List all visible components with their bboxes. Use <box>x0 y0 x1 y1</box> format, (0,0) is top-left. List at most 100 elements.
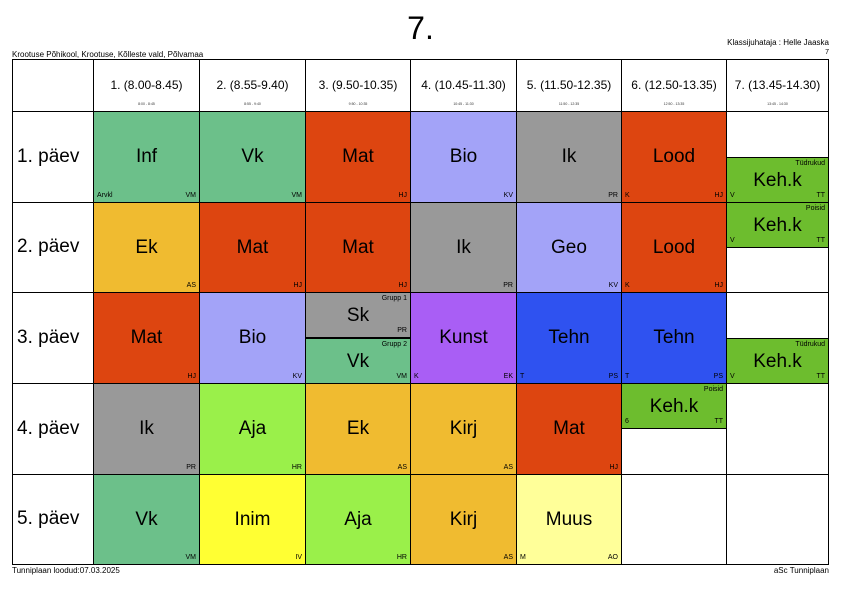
lesson-cell[interactable]: Sk PR Grupp 1 <box>306 293 410 338</box>
lesson-teacher: KV <box>292 373 302 380</box>
day-label: 1. päev <box>17 145 80 167</box>
lesson-subject: Ek <box>135 236 158 258</box>
lesson-teacher: HJ <box>609 464 618 471</box>
lesson-teacher: PS <box>713 373 723 380</box>
lesson-cell[interactable]: Tehn PS T <box>517 293 621 383</box>
lesson-cell[interactable]: Ek AS <box>306 384 410 474</box>
lesson-group: Grupp 2 <box>381 341 407 348</box>
lesson-subject: Muus <box>545 508 593 530</box>
lesson-cell[interactable]: Keh.k TT V Poisid <box>727 203 828 248</box>
day-label: 5. päev <box>17 508 80 529</box>
lesson-cell[interactable]: Bio KV <box>200 293 305 383</box>
lesson-cell[interactable]: Muus AO M <box>517 475 621 564</box>
lesson-room: K <box>414 373 419 380</box>
lesson-subject: Mat <box>553 418 585 439</box>
period-label: 4. (10.45-11.30) <box>421 78 506 92</box>
grid-row-divider <box>13 111 828 112</box>
lesson-cell[interactable]: Lood HJ K <box>622 203 726 292</box>
lesson-cell[interactable]: Kirj AS <box>411 384 516 474</box>
lesson-cell[interactable]: Ek AS <box>94 203 199 292</box>
period-header: 6. (12.50-13.35) 12:50 - 13:35 <box>622 60 726 111</box>
period-label: 1. (8.00-8.45) <box>110 78 183 92</box>
lesson-room: T <box>520 373 525 380</box>
period-time: 13:45 - 14:30 <box>767 102 788 106</box>
school-name: Krootuse Põhikool, Krootuse, Kõlleste va… <box>12 50 204 59</box>
lesson-cell[interactable]: Vk VM <box>200 112 305 202</box>
lesson-subject: Ik <box>456 236 471 258</box>
lesson-cell[interactable]: Aja HR <box>306 475 410 564</box>
lesson-teacher: TT <box>816 192 825 199</box>
lesson-teacher: VM <box>185 192 197 199</box>
lesson-cell[interactable]: Geo KV <box>517 203 621 292</box>
lesson-room: Arvkl <box>97 192 113 199</box>
grid-col-divider <box>621 60 622 564</box>
grid-col-divider <box>199 60 200 564</box>
lesson-teacher: PS <box>608 373 618 380</box>
period-header: 5. (11.50-12.35) 11:50 - 12:35 <box>517 60 621 111</box>
lesson-subject: Aja <box>238 418 267 439</box>
lesson-teacher: HJ <box>714 192 723 199</box>
lesson-teacher: HR <box>396 554 407 561</box>
lesson-cell[interactable]: Kirj AS <box>411 475 516 564</box>
lesson-subject: Tehn <box>548 327 590 348</box>
lesson-cell[interactable]: Mat HJ <box>517 384 621 474</box>
period-label: 7. (13.45-14.30) <box>734 78 821 92</box>
lesson-teacher: VM <box>291 192 303 199</box>
lesson-cell[interactable]: Vk VM <box>94 475 199 564</box>
period-time: 12:50 - 13:35 <box>663 102 685 106</box>
lesson-teacher: IV <box>295 554 302 561</box>
lesson-teacher: VM <box>396 373 408 380</box>
lesson-cell[interactable]: Ik PR <box>517 112 621 202</box>
lesson-teacher: PR <box>608 192 618 199</box>
lesson-teacher: HJ <box>293 282 302 289</box>
lesson-cell[interactable]: Bio KV <box>411 112 516 202</box>
grid-row-divider <box>13 202 828 203</box>
grid-col-divider <box>726 60 727 564</box>
lesson-cell[interactable]: Mat HJ <box>306 112 410 202</box>
lesson-cell[interactable]: Mat HJ <box>94 293 199 383</box>
day-label: 3. päev <box>17 326 80 348</box>
grid-col-divider <box>305 60 306 564</box>
lesson-subject: Ek <box>346 418 370 439</box>
timetable-grid: 1. (8.00-8.45) 8:00 - 8:45 2. (8.55-9.40) 8… <box>12 59 829 565</box>
lesson-cell[interactable]: Aja HR <box>200 384 305 474</box>
lesson-cell[interactable]: Ik PR <box>94 384 199 474</box>
lesson-room: K <box>625 192 630 199</box>
lesson-subject: Bio <box>449 146 478 167</box>
lesson-cell[interactable]: Mat HJ <box>200 203 305 292</box>
created-date: Tunniplaan loodud:07.03.2025 <box>12 566 120 575</box>
lesson-cell[interactable]: Keh.k TT V Tüdrukud <box>727 338 828 383</box>
lesson-subject: Mat <box>342 236 374 258</box>
period-header: 1. (8.00-8.45) 8:00 - 8:45 <box>94 60 199 111</box>
lesson-subject: Ik <box>139 418 154 439</box>
lesson-cell[interactable]: Inf VM Arvkl <box>94 112 199 202</box>
period-header: 7. (13.45-14.30) 13:45 - 14:30 <box>727 60 828 111</box>
lesson-cell[interactable]: Ik PR <box>411 203 516 292</box>
lesson-cell[interactable]: Kunst EK K <box>411 293 516 383</box>
lesson-room: V <box>730 237 735 244</box>
lesson-subject: Lood <box>652 236 696 258</box>
lesson-room: M <box>520 554 526 561</box>
lesson-teacher: AS <box>397 464 407 471</box>
lesson-subject: Vk <box>346 350 370 372</box>
lesson-subject: Mat <box>342 146 374 167</box>
lesson-teacher: EK <box>503 373 513 380</box>
lesson-teacher: HJ <box>714 282 723 289</box>
lesson-subject: Mat <box>236 236 269 258</box>
lesson-cell[interactable]: Tehn PS T <box>622 293 726 383</box>
lesson-subject: Aja <box>344 508 372 530</box>
period-time: 8:00 - 8:45 <box>138 102 155 106</box>
lesson-teacher: AS <box>503 554 513 561</box>
period-time: 9:50 - 10:35 <box>348 102 368 106</box>
lesson-teacher: KV <box>608 282 618 289</box>
lesson-cell[interactable]: Inim IV <box>200 475 305 564</box>
lesson-cell[interactable]: Keh.k TT 6 Poisid <box>622 384 726 429</box>
lesson-teacher: HJ <box>398 282 407 289</box>
lesson-room: 6 <box>625 418 629 425</box>
lesson-subject: Ik <box>561 146 577 167</box>
lesson-cell[interactable]: Lood HJ K <box>622 112 726 202</box>
lesson-cell[interactable]: Keh.k TT V Tüdrukud <box>727 157 828 202</box>
lesson-cell[interactable]: Mat HJ <box>306 203 410 292</box>
period-label: 3. (9.50-10.35) <box>318 78 398 92</box>
lesson-cell[interactable]: Vk VM Grupp 2 <box>306 338 410 383</box>
